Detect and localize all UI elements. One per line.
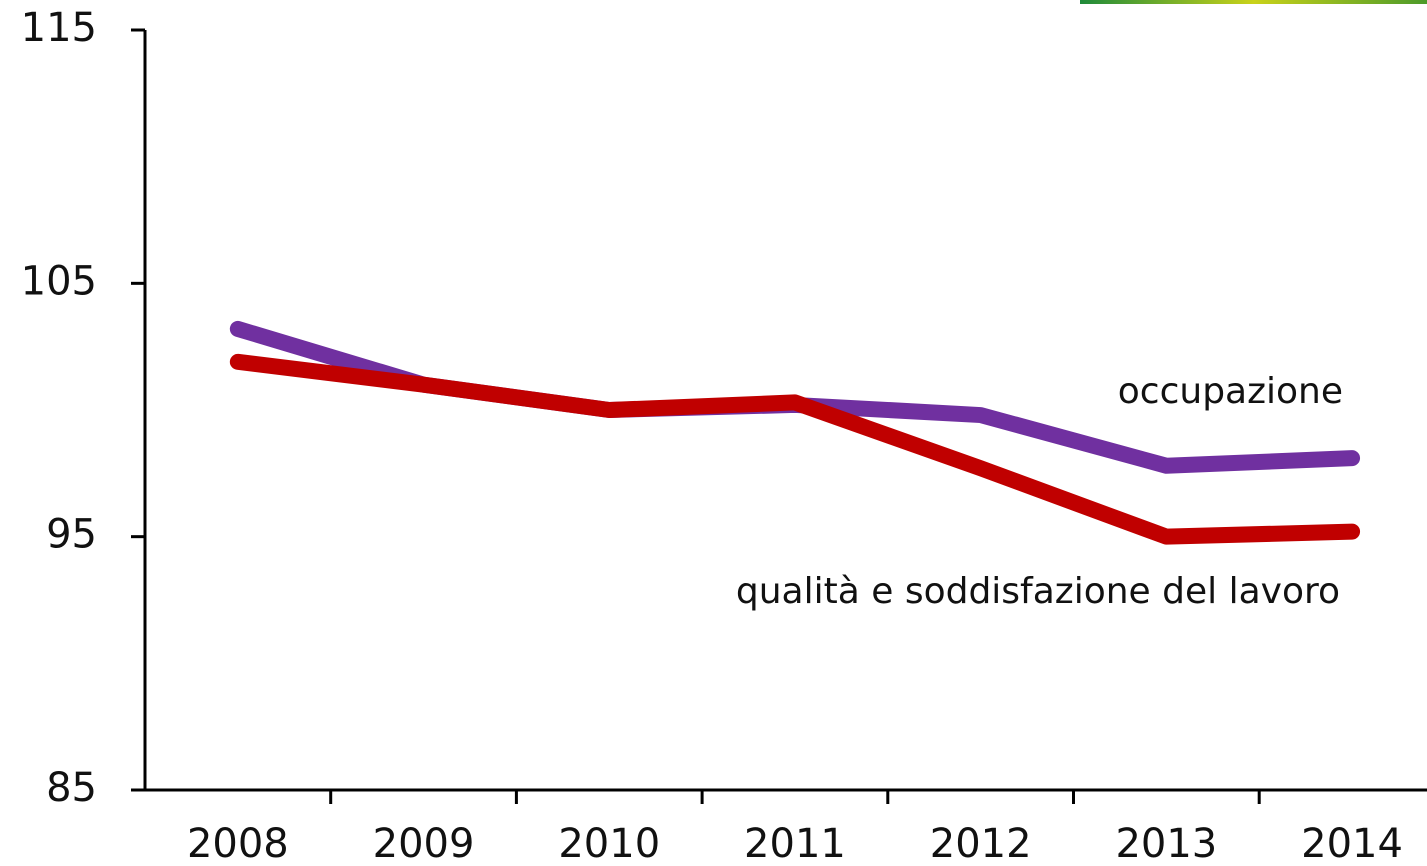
x-tick-label: 2008 [187,821,289,866]
x-tick-label: 2012 [930,821,1032,866]
x-tick-label: 2011 [744,821,846,866]
y-tick-label: 115 [21,5,97,51]
x-tick-label: 2014 [1301,821,1403,866]
y-tick-label: 105 [21,258,97,304]
x-tick-label: 2010 [558,821,660,866]
y-tick-label: 85 [46,765,97,811]
series-label: qualità e soddisfazione del lavoro [736,571,1340,612]
x-tick-label: 2009 [373,821,475,866]
y-tick-label: 95 [46,512,97,558]
series-label: occupazione [1118,371,1343,412]
series-line [229,353,1361,545]
decoration [1080,0,1427,4]
x-tick-label: 2013 [1115,821,1217,866]
